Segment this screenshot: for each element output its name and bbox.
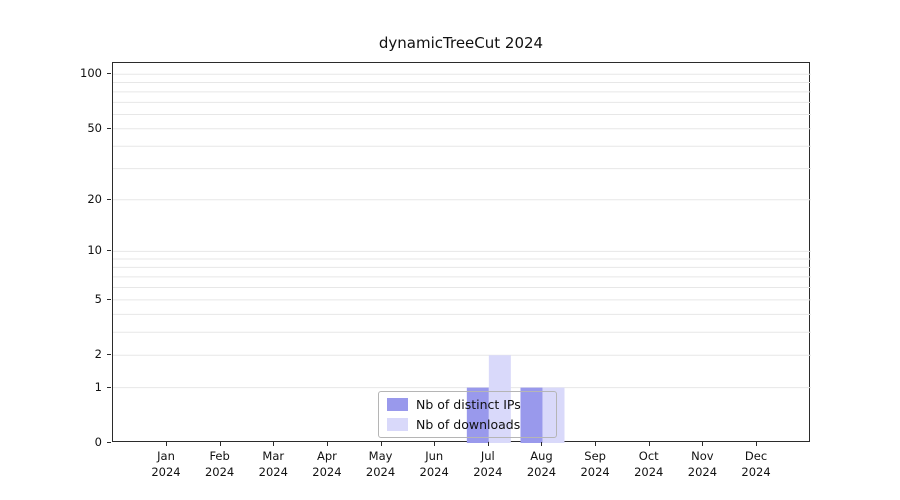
- plot-area: [112, 62, 811, 443]
- y-tick-mark: [107, 299, 111, 300]
- y-tick-mark: [107, 442, 111, 443]
- x-tick-mark: [273, 442, 274, 446]
- plot-canvas: [113, 73, 811, 443]
- bar-distinct-ips-aug: [520, 387, 543, 443]
- legend-label-downloads: Nb of downloads: [416, 417, 521, 432]
- x-tick-label-aug: Aug 2024: [526, 449, 557, 479]
- bar-downloads-jul: [488, 355, 511, 443]
- legend-item-distinct-ips: Nb of distinct IPs: [387, 397, 556, 412]
- legend-swatch-distinct-ips: [387, 398, 408, 411]
- x-tick-label-oct: Oct 2024: [634, 449, 664, 479]
- y-tick-mark: [107, 250, 111, 251]
- y-tick-mark: [107, 354, 111, 355]
- x-tick-mark: [595, 442, 596, 446]
- x-tick-mark: [166, 442, 167, 446]
- y-tick-label-5: 5: [94, 291, 102, 306]
- x-tick-label-nov: Nov 2024: [687, 449, 718, 479]
- legend-item-downloads: Nb of downloads: [387, 417, 556, 432]
- y-tick-mark: [107, 128, 111, 129]
- x-tick-label-apr: Apr 2024: [312, 449, 342, 479]
- x-tick-mark: [649, 442, 650, 446]
- y-tick-label-10: 10: [87, 243, 102, 258]
- y-tick-label-2: 2: [94, 347, 102, 362]
- legend-label-distinct-ips: Nb of distinct IPs: [416, 397, 521, 412]
- y-tick-mark: [107, 199, 111, 200]
- x-tick-label-mar: Mar 2024: [258, 449, 288, 479]
- y-tick-mark: [107, 387, 111, 388]
- legend-swatch-downloads: [387, 418, 408, 431]
- bar-downloads-aug: [542, 387, 565, 443]
- bar-distinct-ips-jul: [466, 387, 489, 443]
- legend: Nb of distinct IPs Nb of downloads: [378, 391, 557, 438]
- x-tick-mark: [220, 442, 221, 446]
- y-tick-label-0: 0: [94, 435, 102, 449]
- x-tick-label-dec: Dec 2024: [741, 449, 771, 479]
- chart-title: dynamicTreeCut 2024: [378, 34, 544, 52]
- x-tick-label-jan: Jan 2024: [151, 449, 181, 479]
- x-tick-mark: [702, 442, 703, 446]
- x-tick-label-sep: Sep 2024: [580, 449, 610, 479]
- x-tick-label-jul: Jul 2024: [473, 449, 503, 479]
- x-tick-mark: [381, 442, 382, 446]
- x-tick-mark: [541, 442, 542, 446]
- x-tick-mark: [488, 442, 489, 446]
- x-tick-mark: [756, 442, 757, 446]
- y-tick-label-20: 20: [87, 191, 102, 206]
- x-tick-label-jun: Jun 2024: [419, 449, 449, 479]
- y-tick-mark: [107, 73, 111, 74]
- y-tick-label-100: 100: [80, 66, 102, 81]
- x-tick-label-feb: Feb 2024: [204, 449, 235, 479]
- x-tick-mark: [434, 442, 435, 446]
- y-tick-label-1: 1: [94, 379, 102, 394]
- y-tick-label-50: 50: [87, 120, 102, 135]
- x-tick-mark: [327, 442, 328, 446]
- x-tick-label-may: May 2024: [365, 449, 396, 479]
